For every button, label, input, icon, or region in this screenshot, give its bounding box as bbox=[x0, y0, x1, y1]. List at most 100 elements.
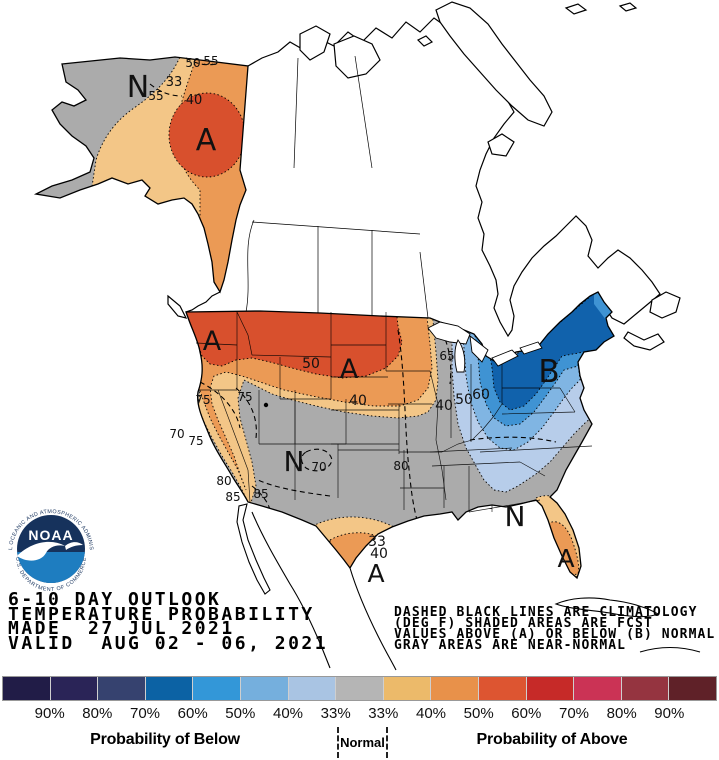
cuba bbox=[554, 597, 660, 618]
colorbar-cell-below-33 bbox=[288, 677, 337, 700]
label-75-ca2: 75 bbox=[237, 390, 252, 404]
tick-below-80: 80% bbox=[82, 705, 113, 722]
noaa-logo: NATIONAL OCEANIC AND ATMOSPHERIC ADMINIS… bbox=[5, 500, 95, 593]
alaska-coastline bbox=[33, 56, 249, 294]
label-a-texas: A bbox=[367, 559, 384, 588]
colorbar-tick-labels: 90% 80% 70% 60% 50% 40% 33% 33% 40% 50% … bbox=[2, 705, 717, 723]
great-salt-lake bbox=[263, 402, 269, 408]
label-40-west: 40 bbox=[349, 393, 367, 409]
canada-mainland-coast bbox=[247, 13, 661, 338]
tick-below-50: 50% bbox=[225, 705, 256, 722]
label-40-texas: 40 bbox=[370, 546, 388, 562]
label-n-center: N bbox=[284, 445, 305, 478]
maine-tip-below50 bbox=[594, 292, 614, 320]
vancouver-island bbox=[167, 294, 188, 319]
mexico-caribbean bbox=[236, 503, 701, 671]
label-55-alaska: 55 bbox=[148, 89, 163, 103]
label-n-alaska: N bbox=[127, 70, 149, 105]
lake-superior bbox=[427, 321, 471, 345]
logo-gull-icon bbox=[17, 541, 83, 561]
label-55b-alaska: 55 bbox=[203, 54, 218, 68]
colorbar-cell-above-33 bbox=[383, 677, 432, 700]
label-80-plains: 80 bbox=[393, 459, 408, 473]
canada-province-borders bbox=[245, 55, 429, 319]
title-line4: VALID AUG 02 - 06, 2021 bbox=[8, 632, 329, 654]
label-a-florida: A bbox=[557, 544, 574, 573]
label-65-east: 65 bbox=[439, 349, 454, 363]
label-50-alaska: 50 bbox=[185, 56, 200, 70]
outlook-map: N 55 33 40 50 55 A A 50 A 40 75 75 70 75… bbox=[33, 1, 701, 671]
lake-huron bbox=[469, 334, 489, 363]
above-caption: Probability of Above bbox=[476, 731, 628, 748]
alaska-climatology-dash bbox=[149, 57, 217, 97]
label-33-texas: 33 bbox=[368, 534, 386, 550]
colorbar-cell-above-60 bbox=[526, 677, 575, 700]
banks-island bbox=[299, 25, 331, 61]
southampton-island bbox=[487, 133, 515, 157]
baffin-island bbox=[435, 1, 553, 127]
victoria-island bbox=[333, 35, 381, 79]
colorbar-cell-below-90 bbox=[3, 677, 51, 700]
label-a-plains: A bbox=[340, 354, 359, 385]
colorbar-cell-below-40 bbox=[240, 677, 289, 700]
lake-ontario bbox=[519, 341, 543, 355]
label-70-center: 70 bbox=[311, 460, 326, 474]
conus-region bbox=[185, 291, 615, 580]
tick-above-40: 40% bbox=[415, 705, 447, 722]
label-70-ca: 70 bbox=[169, 427, 184, 441]
colorbar-cell-normal bbox=[336, 677, 384, 700]
colorbar-cell-above-50 bbox=[478, 677, 527, 700]
label-75-ca3: 75 bbox=[188, 434, 203, 448]
note-line1: DASHED BLACK LINES ARE CLIMATOLOGY bbox=[394, 605, 698, 620]
map-labels: N 55 33 40 50 55 A A 50 A 40 75 75 70 75… bbox=[127, 54, 575, 588]
region-above40-florida bbox=[547, 521, 580, 577]
newfoundland bbox=[649, 291, 681, 319]
conus-outline bbox=[185, 291, 615, 580]
note-line3: VALUES ABOVE (A) OR BELOW (B) NORMAL bbox=[394, 627, 716, 642]
tick-below-70: 70% bbox=[129, 705, 161, 722]
note-line2: (DEG F) SHADED AREAS ARE FCST bbox=[394, 616, 653, 631]
bc-coast bbox=[185, 291, 221, 313]
normal-caption-box: Normal bbox=[337, 727, 388, 758]
tick-below-60: 60% bbox=[177, 705, 208, 722]
colorbar-cell-above-40 bbox=[431, 677, 479, 700]
lake-erie bbox=[491, 349, 519, 367]
mexico-west-coast bbox=[251, 511, 331, 669]
title-line2: TEMPERATURE PROBABILITY bbox=[8, 603, 315, 625]
title-line1: 6-10 DAY OUTLOOK bbox=[8, 589, 222, 610]
probability-colorbar bbox=[2, 676, 717, 701]
below-caption: Probability of Below bbox=[90, 731, 240, 748]
label-b-northeast: B bbox=[538, 354, 559, 390]
tick-above-90: 90% bbox=[654, 705, 685, 722]
label-a-alaska: A bbox=[196, 123, 217, 158]
label-85-sw2: 85 bbox=[253, 487, 268, 501]
colorbar-cell-below-80 bbox=[50, 677, 99, 700]
tick-above-60: 60% bbox=[511, 705, 542, 722]
colorbar-cell-below-70 bbox=[98, 677, 146, 700]
label-60-east: 60 bbox=[472, 387, 490, 403]
colorbar-cell-above-80 bbox=[621, 677, 670, 700]
label-50-west: 50 bbox=[302, 356, 320, 372]
colorbar-cell-below-60 bbox=[145, 677, 194, 700]
title-block: 6-10 DAY OUTLOOK TEMPERATURE PROBABILITY… bbox=[8, 591, 329, 654]
colorbar-cell-below-50 bbox=[193, 677, 241, 700]
note-block: DASHED BLACK LINES ARE CLIMATOLOGY (DEG … bbox=[394, 605, 716, 652]
tick-above-50: 50% bbox=[463, 705, 494, 722]
state-borders bbox=[195, 311, 593, 513]
great-lakes bbox=[427, 321, 543, 373]
label-33-alaska: 33 bbox=[166, 75, 183, 90]
label-80-sw: 80 bbox=[216, 474, 231, 488]
normal-caption: Normal bbox=[340, 735, 385, 750]
logo-org-text: NOAA bbox=[28, 527, 73, 543]
label-50-east: 50 bbox=[455, 392, 473, 408]
arctic-islets bbox=[416, 2, 638, 47]
tick-below-90: 90% bbox=[34, 705, 65, 722]
label-a-pnw: A bbox=[203, 326, 222, 357]
label-75-ca1: 75 bbox=[195, 393, 210, 407]
colorbar-cell-above-90 bbox=[669, 677, 716, 700]
tick-above-33: 33% bbox=[368, 705, 399, 722]
nova-scotia bbox=[623, 331, 665, 351]
canada-outlines bbox=[167, 1, 681, 351]
hispaniola-arc bbox=[639, 646, 701, 653]
